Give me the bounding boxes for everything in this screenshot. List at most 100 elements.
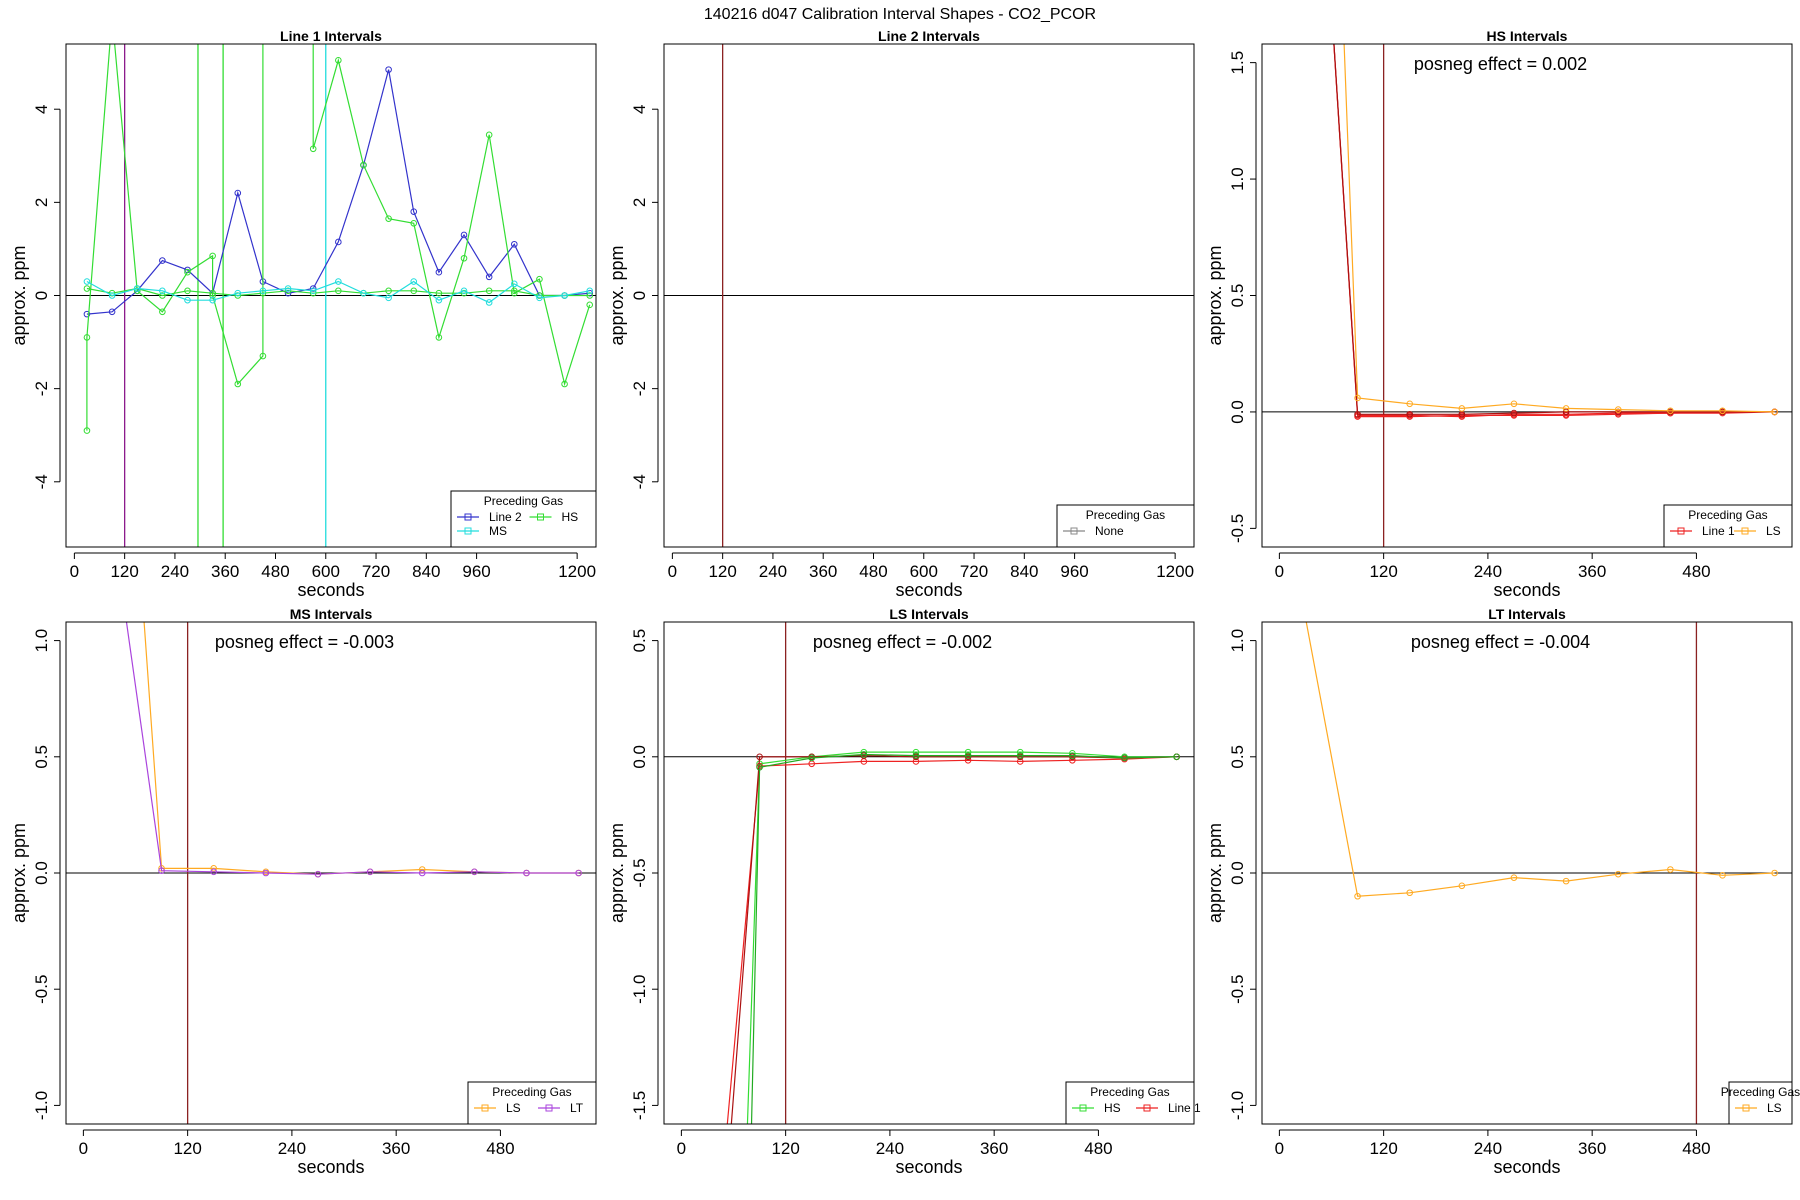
data-point — [260, 13, 266, 19]
data-point — [1562, 412, 1570, 419]
legend-swatch-marker — [1079, 1104, 1087, 1112]
data-point — [1614, 406, 1622, 413]
data-point — [210, 865, 218, 872]
plot-area — [1262, 622, 1792, 1124]
plot-frame — [1261, 621, 1793, 1125]
data-point — [310, 13, 316, 19]
panel-title: HS Intervals — [1487, 28, 1568, 44]
x-tick-label: 600 — [910, 562, 938, 581]
y-tick-label: -1.0 — [32, 1091, 51, 1120]
x-tick-label: 120 — [708, 562, 736, 581]
y-tick-label: 4 — [630, 104, 649, 113]
x-tick-label: 840 — [412, 562, 440, 581]
series-line-line-1 — [726, 756, 1177, 1124]
series-line-hs — [86, 44, 591, 431]
data-point — [133, 498, 139, 504]
x-axis-label: seconds — [1493, 1157, 1560, 1177]
data-point — [1016, 748, 1024, 756]
data-point — [523, 869, 530, 877]
data-point — [1562, 405, 1570, 412]
data-point — [435, 289, 443, 297]
plot-area — [664, 622, 1194, 1155]
x-axis-label: seconds — [1493, 580, 1560, 600]
y-axis-label: approx. ppm — [1205, 245, 1225, 345]
x-tick-label: 0 — [79, 1139, 88, 1158]
y-axis-label: approx. ppm — [607, 245, 627, 345]
plot-area — [66, 498, 596, 1124]
y-tick-label: 1.5 — [1228, 51, 1247, 75]
data-point — [744, 1149, 750, 1155]
data-point — [83, 310, 91, 318]
plot-area — [66, 13, 596, 547]
data-point — [1069, 752, 1076, 759]
y-tick-label: 1.0 — [1228, 167, 1247, 191]
y-axis-label: approx. ppm — [9, 823, 29, 923]
y-tick-label: 2 — [32, 198, 51, 207]
data-point — [1614, 870, 1622, 878]
data-point — [109, 13, 115, 19]
data-point — [912, 752, 920, 759]
legend-swatch-marker — [1070, 527, 1078, 535]
legend-swatch-marker — [464, 527, 472, 535]
data-point — [107, 498, 113, 504]
series-line-line-1 — [1333, 44, 1775, 415]
data-point — [964, 756, 972, 764]
series-line-line-1 — [1333, 44, 1775, 418]
plot-area — [1262, 44, 1792, 547]
y-tick-label: -4 — [32, 474, 51, 489]
data-point — [385, 66, 392, 73]
data-point — [360, 289, 367, 297]
legend-box — [1056, 504, 1195, 548]
data-point — [1354, 394, 1361, 402]
data-point — [1406, 410, 1414, 418]
data-point — [259, 352, 267, 360]
data-point — [418, 869, 426, 877]
series-line-hs — [746, 751, 1177, 1124]
x-tick-label: 0 — [1275, 1139, 1284, 1158]
data-point — [1667, 407, 1674, 415]
data-point — [314, 870, 322, 878]
legend-swatch-marker — [1677, 527, 1685, 535]
y-tick-label: -4 — [630, 474, 649, 489]
data-point — [964, 752, 972, 759]
legend-swatch-marker — [537, 513, 544, 521]
data-point — [1719, 407, 1726, 415]
data-point — [460, 254, 468, 262]
data-point — [209, 296, 216, 304]
data-point — [83, 427, 91, 434]
y-tick-label: -1.5 — [630, 1091, 649, 1120]
y-tick-label: 0.0 — [1228, 861, 1247, 885]
legend-entry: LS — [1766, 524, 1781, 538]
legend-title: Preceding Gas — [1688, 508, 1767, 522]
x-tick-label: 120 — [173, 1139, 201, 1158]
x-tick-label: 720 — [362, 562, 390, 581]
data-point — [1173, 753, 1180, 761]
data-point — [1510, 874, 1518, 881]
data-point — [133, 285, 141, 292]
data-point — [410, 220, 418, 227]
x-tick-label: 0 — [70, 562, 79, 581]
y-tick-label: -0.5 — [32, 975, 51, 1004]
x-tick-label: 360 — [980, 1139, 1008, 1158]
legend-title: Preceding Gas — [1090, 1085, 1169, 1099]
x-axis-label: seconds — [895, 580, 962, 600]
legend-box — [450, 490, 597, 548]
x-tick-label: 960 — [1060, 562, 1088, 581]
posneg-annotation: posneg effect = 0.002 — [1414, 54, 1587, 74]
data-point — [511, 287, 518, 295]
series-line-ms — [86, 280, 590, 304]
plot-frame — [663, 43, 1195, 548]
data-point — [586, 292, 594, 299]
data-point — [262, 869, 270, 877]
data-point — [485, 273, 493, 281]
plot-frame — [663, 621, 1195, 1125]
data-point — [410, 208, 418, 215]
x-tick-label: 120 — [771, 1139, 799, 1158]
data-point — [1771, 869, 1778, 877]
y-tick-label: 0.5 — [630, 629, 649, 653]
data-point — [410, 287, 418, 295]
legend: Preceding Gas Line 1 LS — [1663, 504, 1793, 548]
x-axis-label: seconds — [297, 580, 364, 600]
legend-box — [1065, 1081, 1195, 1125]
y-tick-label: 0 — [630, 291, 649, 300]
